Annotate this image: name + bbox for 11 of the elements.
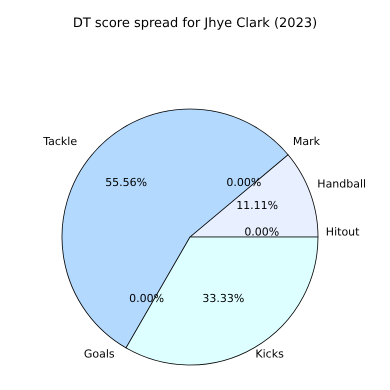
data-label: 33.33% xyxy=(202,292,244,306)
chart-title: DT score spread for Jhye Clark (2023) xyxy=(72,16,318,31)
slice-label: Tackle xyxy=(42,135,78,148)
text: 0.00% xyxy=(244,226,280,238)
slice-label: Kicks xyxy=(255,347,284,360)
data-label: 11.11% xyxy=(236,199,278,212)
category-label: Hitout xyxy=(326,226,360,238)
category-label: Mark xyxy=(292,135,320,148)
data-label: 55.56% xyxy=(105,176,148,190)
category-label: Goals xyxy=(84,347,115,360)
slice-label: Handball xyxy=(317,177,366,190)
